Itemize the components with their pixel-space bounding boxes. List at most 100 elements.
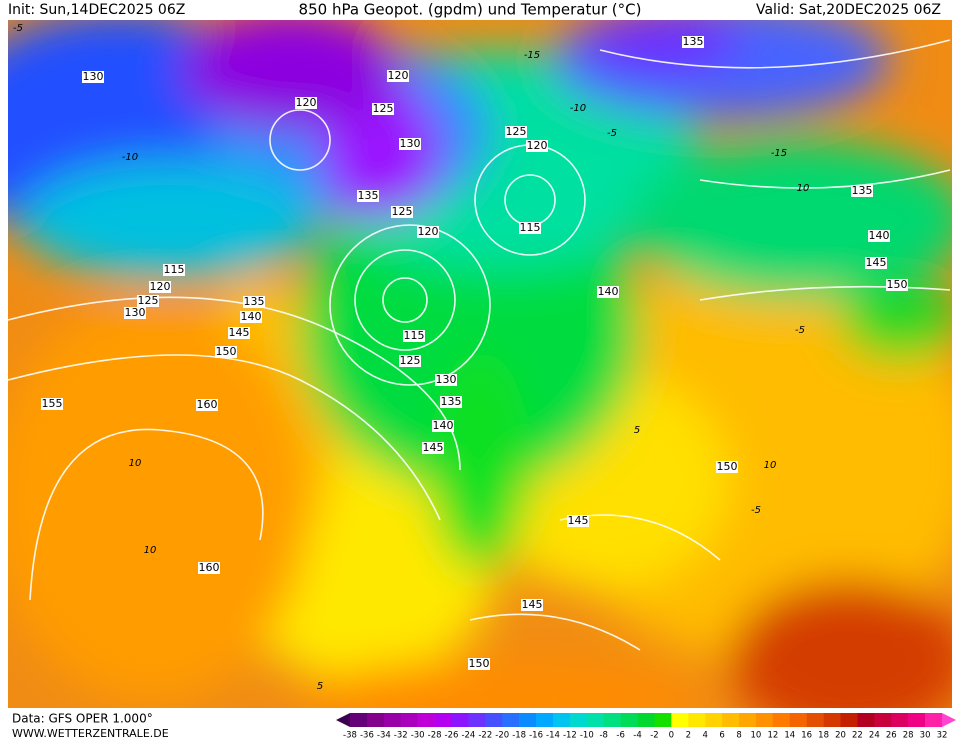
colorbar-label: 20 [835,731,846,741]
colorbar-label: -20 [495,731,509,741]
temperature-label: -5 [751,505,761,516]
label-box [521,599,543,611]
contour-label: 120 [296,96,317,109]
temperature-label: 10 [764,460,777,471]
colorbar-box [806,713,824,727]
temperature-label: -10 [122,152,138,163]
label-box [682,36,704,48]
colorbar-label: -36 [360,731,374,741]
colorbar-label: -22 [478,731,492,741]
colorbar-label: -6 [616,731,624,741]
colorbar-label: 16 [801,731,812,741]
label-box [468,658,490,670]
label-box [435,374,457,386]
colorbar-box [789,713,807,727]
contour-label: 140 [433,419,454,432]
temperature-label: -15 [771,148,787,159]
colorbar-box [891,713,909,727]
contour-label: 140 [241,310,262,323]
contour-label: 140 [598,285,619,298]
colorbar-label: 2 [686,731,691,741]
colorbar-box [519,713,537,727]
colorbar-box [755,713,774,727]
colorbar-box [671,713,689,727]
colorbar-box [586,713,605,727]
colorbar-box [688,713,706,727]
label-box [295,97,317,109]
label-box [432,420,454,432]
contour-label: 115 [404,329,425,342]
temperature-label: -15 [524,50,540,61]
contour-label: 160 [199,561,220,574]
label-box [82,71,104,83]
label-box [519,222,541,234]
contour-label: 150 [717,460,738,473]
contour-labels: 1301201201251301351251201151201251301351… [41,35,908,670]
temperature-label: 10 [144,545,157,556]
temperature-label: 5 [634,425,640,436]
temperature-label: -5 [607,128,617,139]
header-bar [0,0,959,20]
colorbar-label: -10 [580,731,594,741]
contour-label: 145 [423,441,444,454]
colorbar-box [434,713,452,727]
contour-label: 120 [388,69,409,82]
label-box [149,281,171,293]
colorbar-box [468,713,486,727]
colorbar-box [569,713,588,727]
label-box [440,396,462,408]
contour-label: 130 [125,306,146,319]
colorbar-box [400,713,418,727]
colorbar-label: -12 [563,731,577,741]
contour-label: 145 [568,514,589,527]
colorbar-label: 22 [852,731,863,741]
contour-label: 150 [887,278,908,291]
contour-label: 130 [400,137,421,150]
label-box [526,140,548,152]
contour-label: 120 [418,225,439,238]
contour-label: 135 [244,295,265,308]
contour-label: 145 [866,256,887,269]
colorbar-label: 10 [751,731,762,741]
label-box [505,126,527,138]
label-box [403,330,425,342]
colorbar-box [823,713,841,727]
contour-label: 135 [441,395,462,408]
colorbar-box [502,713,520,727]
colorbar-label: -26 [445,731,459,741]
data-source: Data: GFS OPER 1.000° [12,712,153,726]
colorbar-box [620,713,638,727]
colorbar-box [603,713,621,727]
temperature-label: -10 [570,103,586,114]
colorbar-label: -18 [512,731,526,741]
map-title: 850 hPa Geopot. (gpdm) und Temperatur (°… [299,1,642,19]
colorbar-label: 26 [886,731,897,741]
contour-label: 125 [392,205,413,218]
colorbar-label: -24 [461,731,475,741]
colorbar-label: -30 [411,731,425,741]
colorbar-label: 24 [869,731,880,741]
colorbar-box [350,713,368,727]
contour-label: 125 [506,125,527,138]
colorbar: -38 -36 -34 -32 -30 -28 -26 -24 -22 -20 -18 -16 -14-… [336,713,956,741]
label-box [163,264,185,276]
valid-time: Valid: Sat,20DEC2025 06Z [756,2,941,18]
label-box [597,286,619,298]
temperature-label: -5 [795,325,805,336]
temperature-label: -5 [13,23,23,34]
contour-label: 115 [164,263,185,276]
contour-label: 125 [400,354,421,367]
contour-label: 150 [469,657,490,670]
colorbar-label: -38 [343,731,357,741]
colorbar-arrow [336,713,350,727]
label-box [399,355,421,367]
colorbar-box [874,713,892,727]
contour-label: 140 [869,229,890,242]
label-box [391,206,413,218]
label-box [417,226,439,238]
colorbar-box [485,713,503,727]
contour-label: 155 [42,397,63,410]
colorbar-box [637,713,655,727]
